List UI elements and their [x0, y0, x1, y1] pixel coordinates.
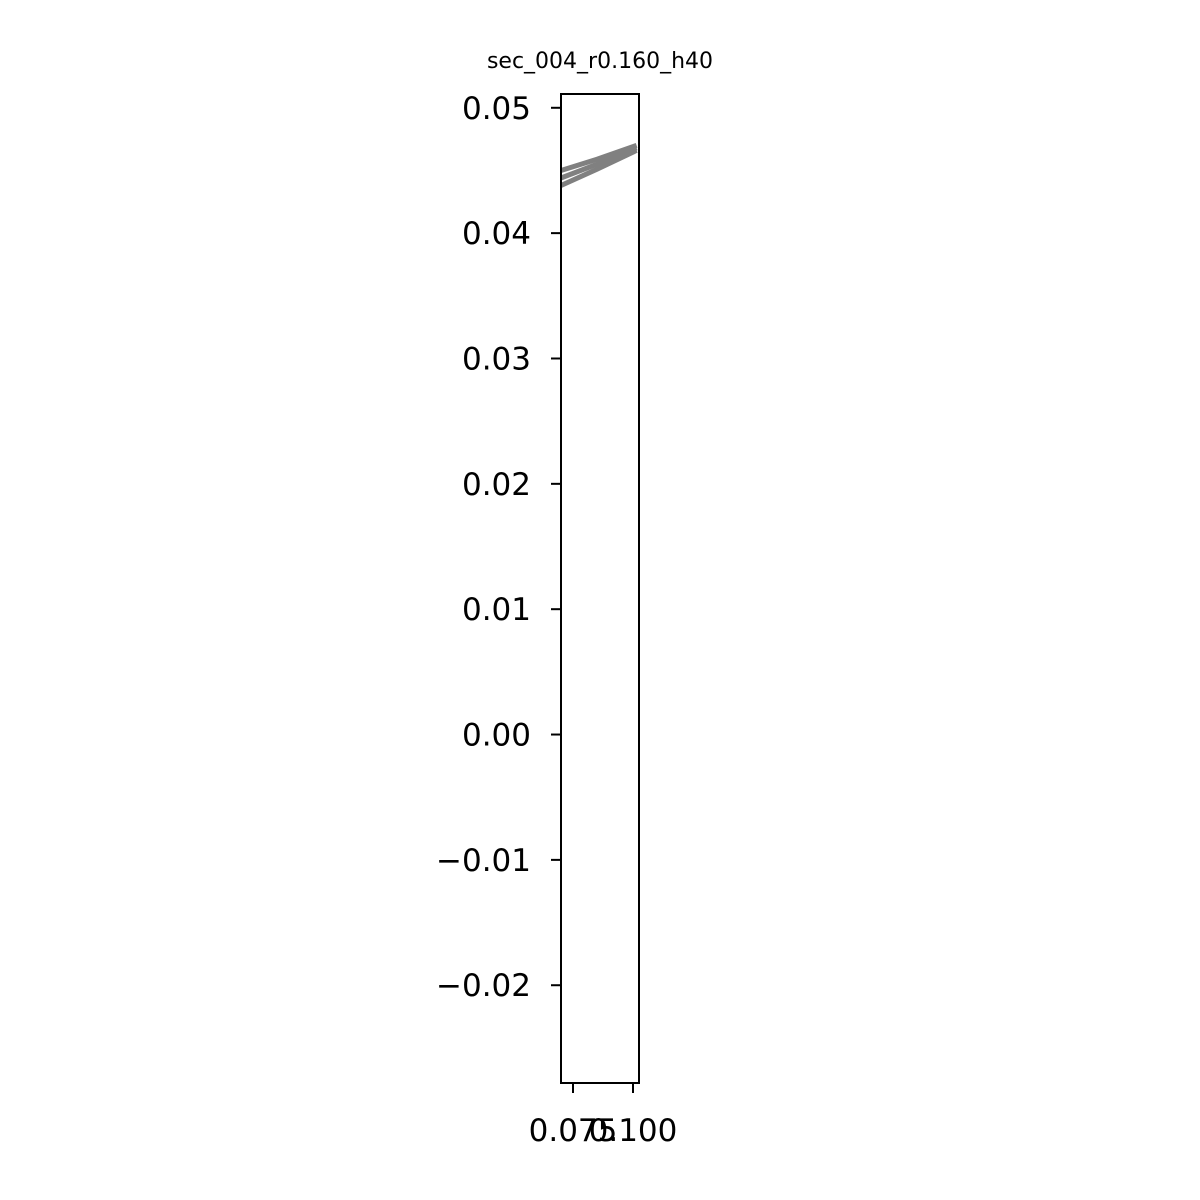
y-tick-label: 0.02	[462, 467, 531, 503]
y-tick-label: 0.00	[462, 718, 531, 754]
series-line-0	[560, 143, 638, 173]
plot-area	[559, 143, 638, 188]
y-tick-label: 0.04	[462, 216, 531, 252]
axes-frame	[560, 93, 640, 1084]
series-line-2	[559, 148, 638, 188]
series-line-1	[560, 145, 638, 181]
y-tick-label: 0.03	[462, 341, 531, 377]
y-tick-label: 0.05	[462, 91, 531, 127]
y-tick-label: 0.01	[462, 592, 531, 628]
y-tick-label: −0.01	[436, 843, 531, 879]
chart-title: sec_004_r0.160_h40	[487, 49, 713, 74]
x-tick-label: 0.100	[589, 1113, 678, 1149]
x-tick-label: 0.075	[529, 1113, 618, 1149]
y-tick-label: −0.02	[436, 968, 531, 1004]
y-axis: 0.05 0.04 0.03 0.02 0.01 0.00 −0.01 −0.02	[436, 91, 561, 1004]
